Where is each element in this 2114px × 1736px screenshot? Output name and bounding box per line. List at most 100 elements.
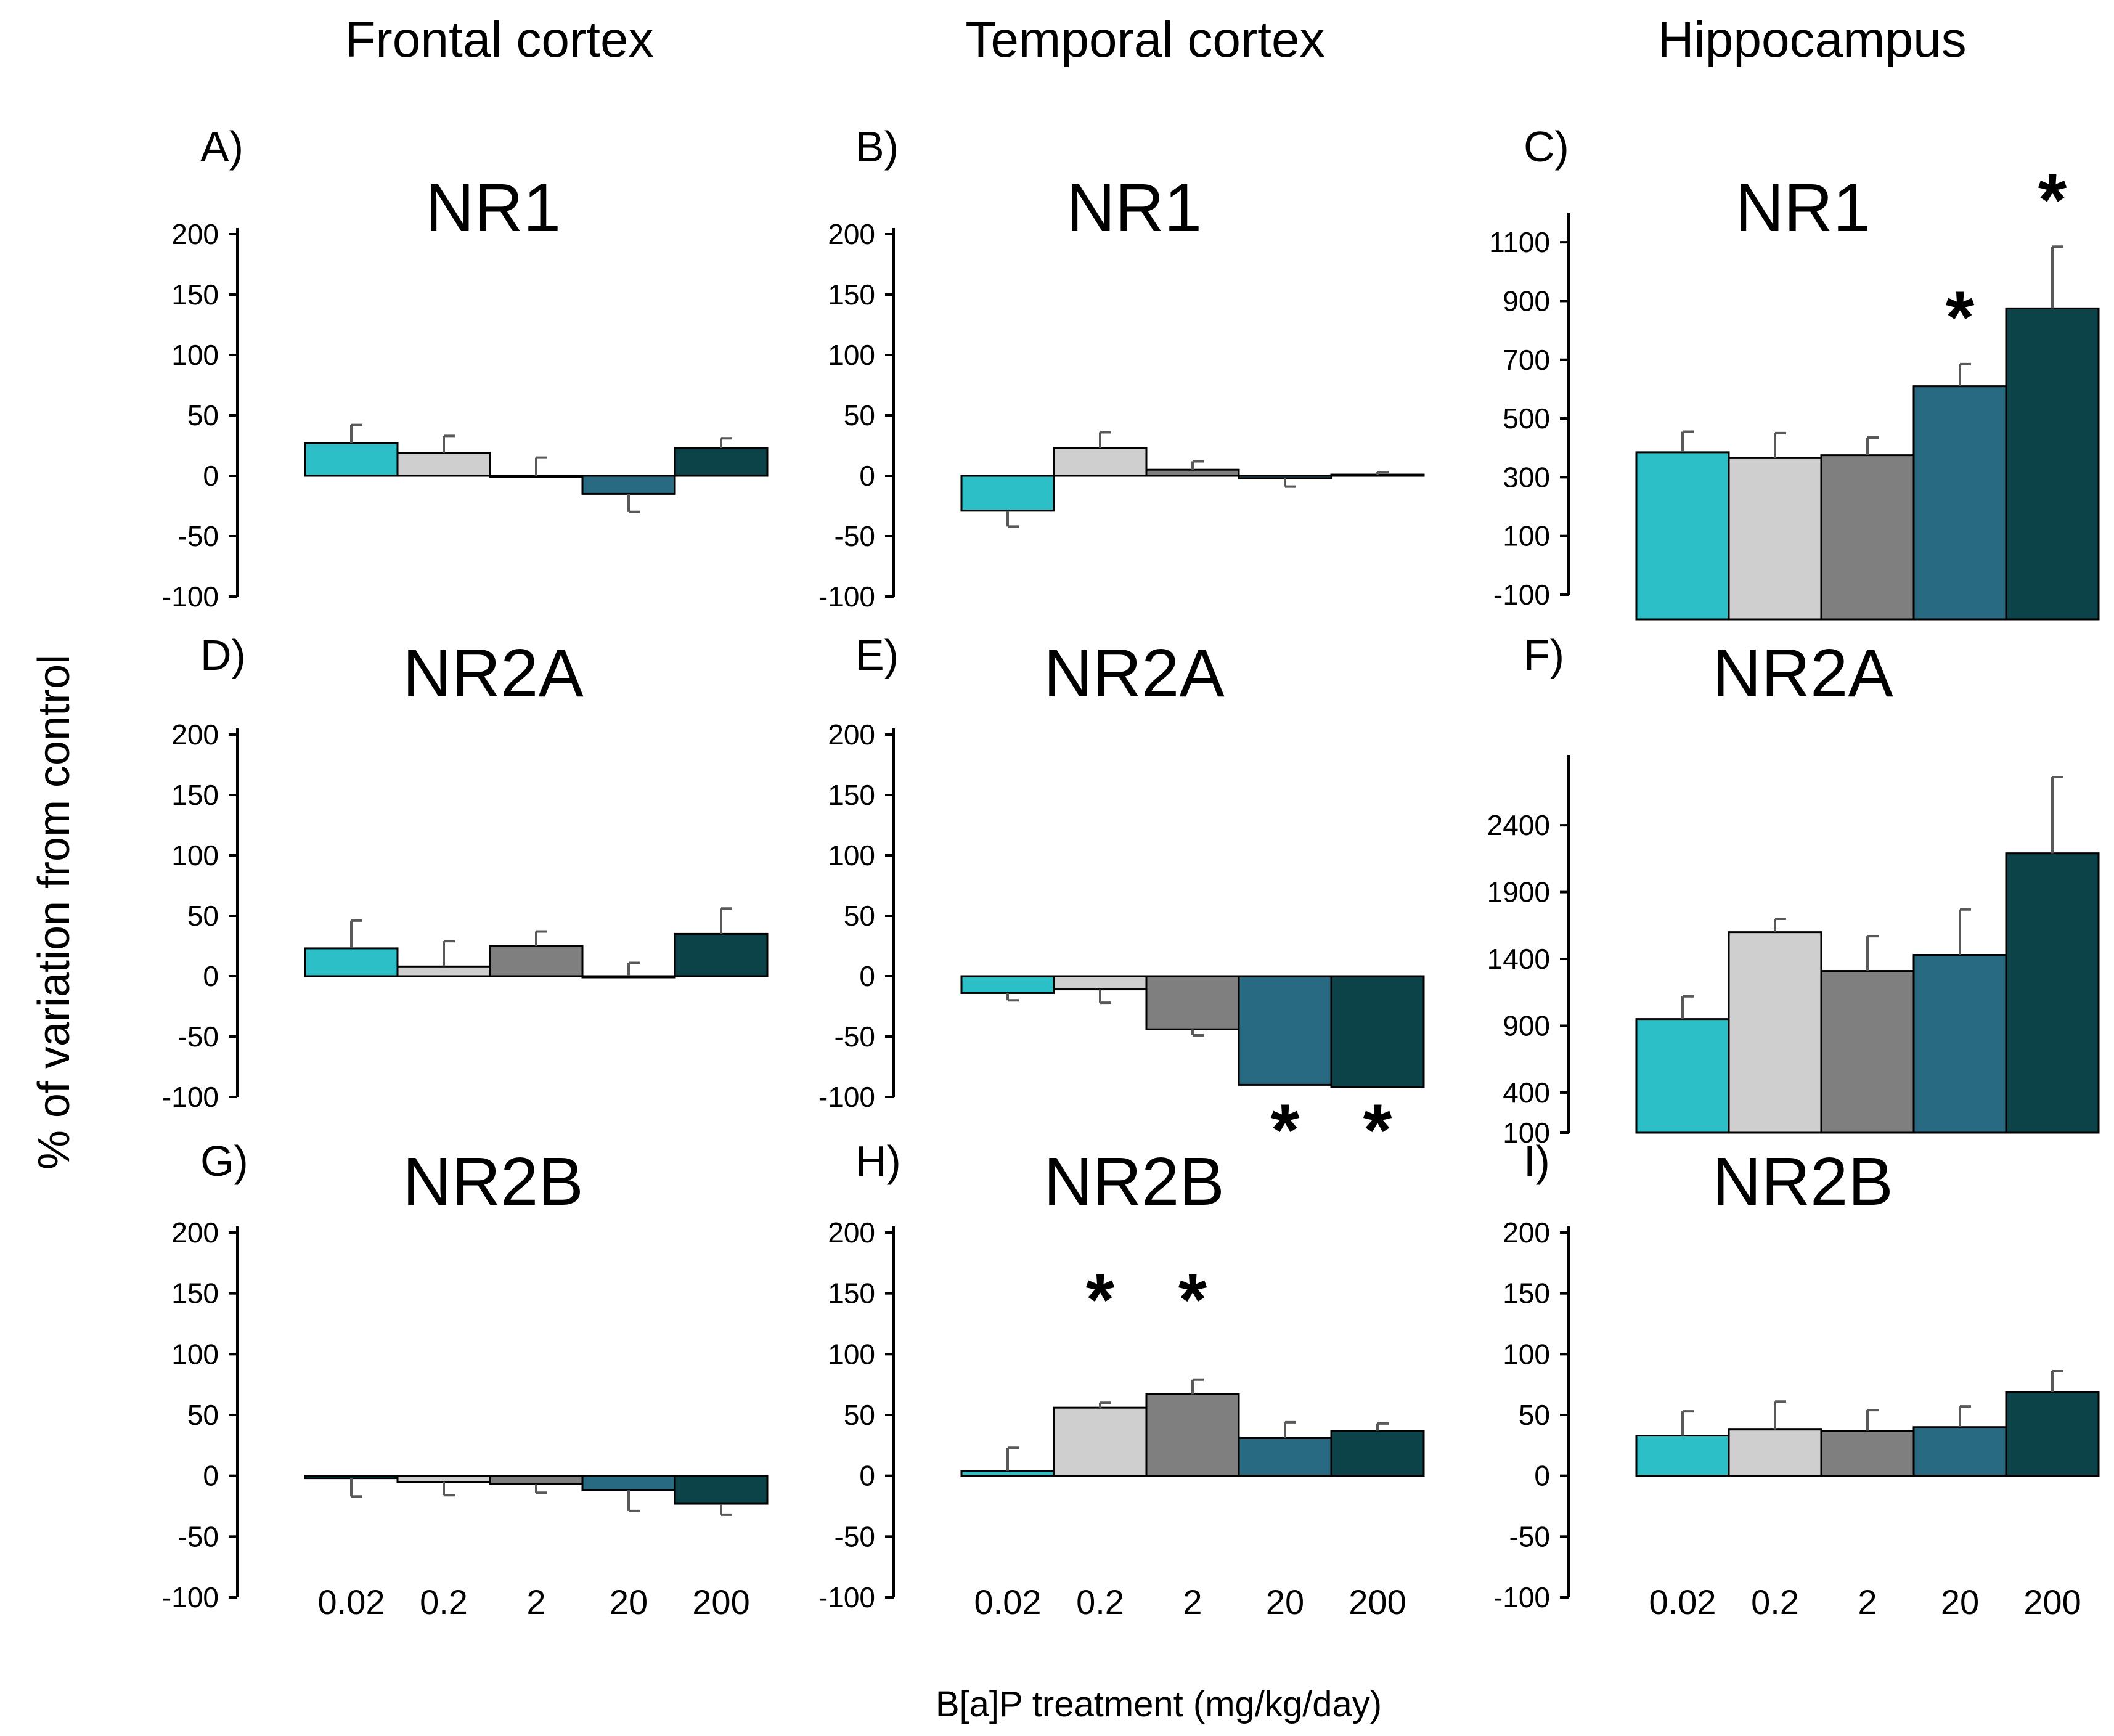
column-title-temporal-cortex: Temporal cortex (965, 12, 1324, 68)
y-tick-label: 1400 (1487, 943, 1550, 975)
bar-2 (489, 945, 584, 977)
y-tick-label: -50 (178, 1021, 219, 1053)
bar-0-2 (1728, 457, 1822, 621)
panel-title: NR2A (1712, 635, 1893, 711)
y-tick-label: -50 (178, 520, 219, 552)
panel-label: H) (855, 1137, 901, 1185)
bar-0-02 (960, 1470, 1055, 1477)
y-tick-label: 100 (1503, 1117, 1550, 1149)
y-tick-label: 100 (828, 1338, 875, 1370)
y-tick-label: -100 (818, 581, 875, 613)
significance-star: * (1271, 1089, 1300, 1172)
panel-label: C) (1524, 123, 1569, 171)
y-tick-label: 0 (203, 460, 219, 492)
y-tick-label: -100 (162, 581, 219, 613)
x-tick-label: 200 (2023, 1583, 2081, 1621)
panel-g: G) NR2B 200 150 100 50 0 -50 -100 0.02 0.2 2 20 200 (162, 1137, 769, 1621)
y-tick-label: 100 (171, 839, 219, 871)
y-tick-label: 500 (1503, 402, 1550, 434)
panel-label: D) (200, 631, 246, 679)
bar-0-2 (396, 452, 491, 477)
bar-200 (1330, 473, 1425, 477)
y-tick-label: -50 (178, 1520, 219, 1552)
bar-0-02 (1635, 1018, 1730, 1134)
y-tick-label: -100 (818, 1081, 875, 1113)
panel-h: H) NR2B 200 150 100 50 0 -50 -100 0.02 * 0.2 * 2 20 200 (818, 1137, 1425, 1621)
y-tick-label: 700 (1503, 344, 1550, 376)
panel-label: G) (200, 1137, 248, 1185)
bar-0-02 (1635, 1435, 1730, 1477)
y-tick-label: -100 (162, 1081, 219, 1113)
panel-title: NR2A (402, 635, 584, 711)
x-tick-label: 0.02 (974, 1583, 1042, 1621)
panel-e: E) NR2A 200 150 100 50 0 -50 -100 * * (818, 631, 1425, 1172)
panel-title: NR2B (1043, 1144, 1224, 1220)
y-tick-label: 200 (828, 218, 875, 250)
y-tick-label: 50 (1519, 1399, 1550, 1431)
bar-0-2 (1053, 447, 1148, 477)
y-tick-label: 0 (859, 1460, 875, 1492)
significance-star: * (1946, 276, 1975, 359)
panel-f: F) NR2A 2400 1900 1400 900 400 100 (1487, 631, 2100, 1149)
y-tick-label: 200 (171, 218, 219, 250)
y-tick-label: -100 (1493, 1581, 1550, 1613)
y-tick-label: 200 (171, 1216, 219, 1249)
y-tick-label: 150 (828, 279, 875, 311)
bar-200 (674, 932, 769, 977)
bar-2 (1820, 1430, 1915, 1477)
x-tick-label: 2 (526, 1583, 545, 1621)
x-tick-label: 20 (1266, 1583, 1304, 1621)
bar-0-2 (1728, 931, 1822, 1134)
bar-200 (2005, 307, 2100, 621)
y-axis-label: % of variation from control (30, 654, 79, 1170)
bar-0-02 (960, 975, 1055, 994)
x-tick-label: 0.2 (1751, 1583, 1799, 1621)
x-tick-label: 200 (1349, 1583, 1406, 1621)
bar-20 (1912, 1426, 2007, 1477)
panel-title: NR1 (1735, 170, 1871, 246)
y-tick-label: 100 (171, 339, 219, 371)
y-tick-label: 150 (828, 1278, 875, 1310)
bar-0-2 (1728, 1428, 1822, 1477)
bar-2 (1820, 970, 1915, 1134)
column-title-frontal-cortex: Frontal cortex (345, 12, 653, 68)
y-tick-label: 400 (1503, 1077, 1550, 1109)
bar-0-02 (960, 475, 1055, 512)
bar-2 (1145, 1393, 1240, 1477)
x-tick-label: 2 (1858, 1583, 1877, 1621)
significance-star: * (1178, 1258, 1207, 1341)
y-tick-label: -50 (835, 1520, 875, 1552)
x-tick-label: 200 (692, 1583, 749, 1621)
y-tick-label: 0 (203, 1460, 219, 1492)
y-tick-label: 200 (171, 719, 219, 751)
y-tick-label: 300 (1503, 461, 1550, 493)
bar-20 (1912, 385, 2007, 621)
significance-star: * (2038, 158, 2067, 241)
y-tick-label: 100 (1503, 1338, 1550, 1370)
column-title-hippocampus: Hippocampus (1657, 12, 1966, 68)
bar-20 (1912, 954, 2007, 1134)
panel-label: B) (855, 123, 899, 171)
y-tick-label: 50 (187, 1399, 219, 1431)
y-tick-label: 0 (1534, 1460, 1550, 1492)
bar-2 (1820, 454, 1915, 621)
y-tick-label: 50 (844, 399, 875, 431)
bar-0-2 (396, 965, 491, 977)
panel-title: NR1 (425, 170, 561, 246)
y-tick-label: 50 (187, 399, 219, 431)
bar-20 (581, 475, 676, 495)
y-tick-label: 100 (1503, 520, 1550, 552)
y-tick-label: -50 (835, 1021, 875, 1053)
bar-0-02 (304, 947, 399, 977)
y-tick-label: 200 (828, 1216, 875, 1249)
y-tick-label: 900 (1503, 1009, 1550, 1041)
y-tick-label: 100 (171, 1338, 219, 1370)
y-tick-label: 150 (828, 779, 875, 811)
bar-20 (1238, 1436, 1332, 1477)
panel-c: C) NR1 1100 900 700 500 300 100 -100 * * (1489, 123, 2100, 621)
bar-2 (489, 475, 584, 478)
y-tick-label: -100 (818, 1581, 875, 1613)
bar-0-2 (1053, 1406, 1148, 1477)
y-tick-label: 150 (171, 279, 219, 311)
bar-200 (674, 447, 769, 477)
